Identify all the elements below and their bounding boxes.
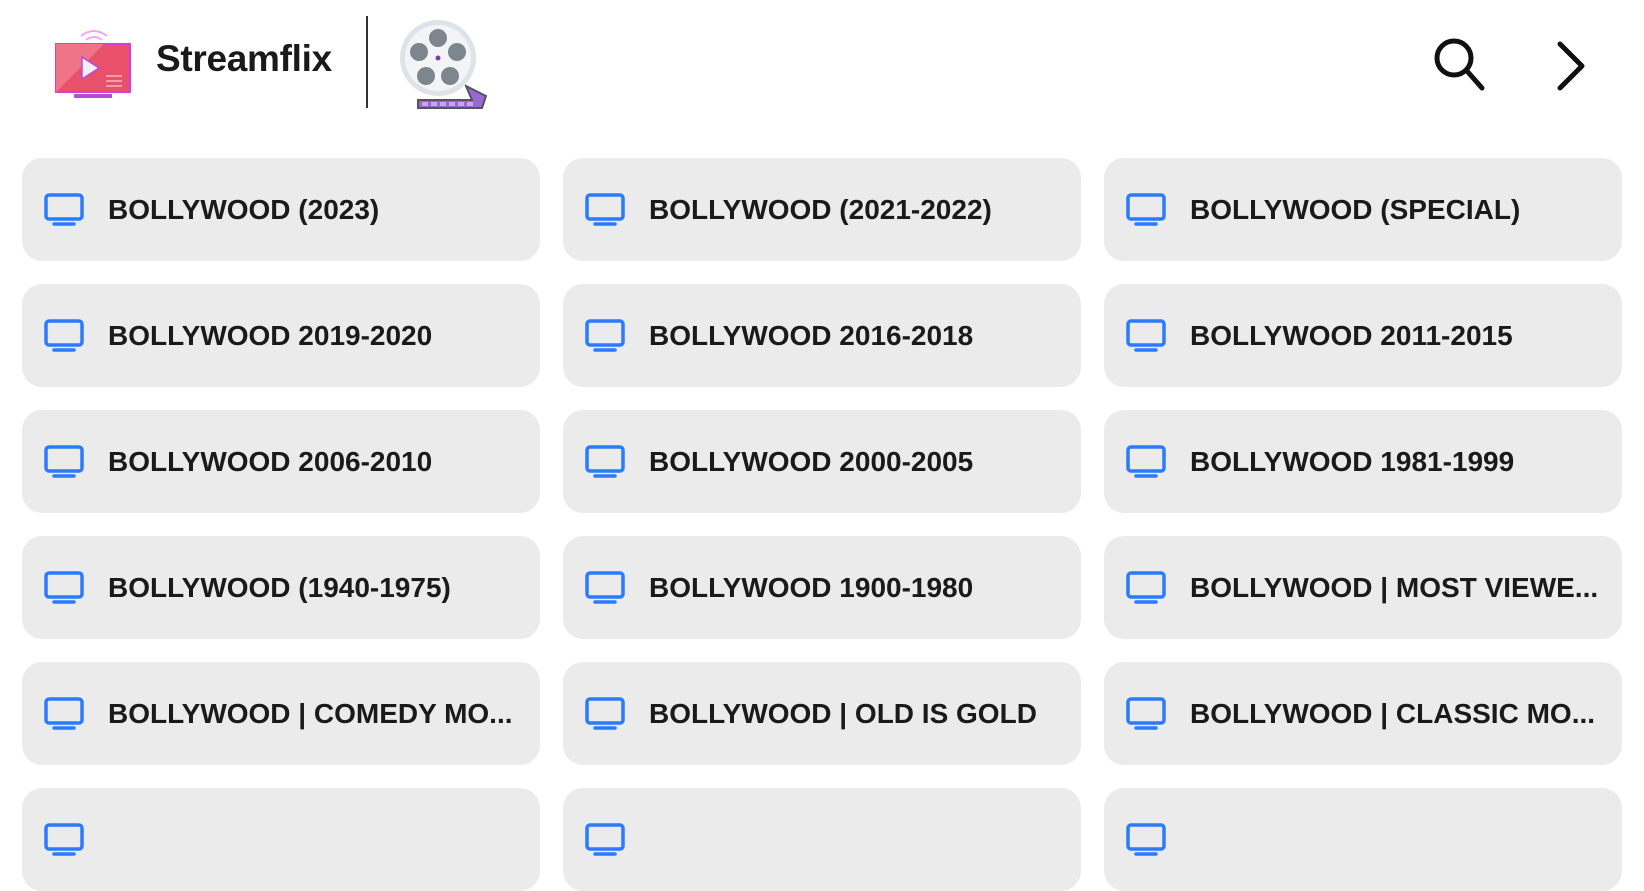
tv-icon [1126, 444, 1166, 478]
category-card[interactable]: BOLLYWOOD 2000-2005 [563, 410, 1081, 513]
tv-icon [585, 192, 625, 226]
category-label: BOLLYWOOD 2006-2010 [108, 445, 433, 477]
category-card[interactable]: BOLLYWOOD | COMEDY MO... [22, 662, 540, 765]
category-card[interactable]: BOLLYWOOD 2011-2015 [1104, 284, 1622, 387]
tv-icon [44, 318, 84, 352]
category-card[interactable]: BOLLYWOOD (2021-2022) [563, 158, 1081, 261]
category-label: BOLLYWOOD | CLASSIC MO... [1190, 697, 1596, 729]
category-label: BOLLYWOOD 2000-2005 [649, 445, 974, 477]
category-card[interactable]: BOLLYWOOD (SPECIAL) [1104, 158, 1622, 261]
category-label: BOLLYWOOD 2019-2020 [108, 319, 433, 351]
tv-icon [1126, 822, 1166, 856]
category-card[interactable]: BOLLYWOOD 2016-2018 [563, 284, 1081, 387]
tv-icon [1126, 570, 1166, 604]
app-header: Streamflix [0, 0, 1644, 130]
app-title: Streamflix [156, 38, 332, 79]
tv-icon [44, 192, 84, 226]
category-label: BOLLYWOOD (1940-1975) [108, 571, 451, 603]
tv-icon [1126, 318, 1166, 352]
film-reel-icon [400, 20, 488, 109]
category-card[interactable]: BOLLYWOOD | OLD IS GOLD [563, 662, 1081, 765]
category-label: BOLLYWOOD 2011-2015 [1190, 319, 1513, 351]
header-divider [366, 16, 368, 108]
tv-icon [44, 696, 84, 730]
tv-play-icon [55, 30, 131, 98]
tv-icon [44, 570, 84, 604]
search-icon[interactable] [1430, 34, 1492, 94]
tv-icon [585, 318, 625, 352]
category-grid: BOLLYWOOD (2023) BOLLYWOOD (2021-2022) BOL… [22, 158, 1622, 891]
category-card[interactable] [22, 788, 540, 891]
category-label: BOLLYWOOD (2023) [108, 193, 380, 225]
tv-icon [585, 444, 625, 478]
category-label: BOLLYWOOD | OLD IS GOLD [649, 697, 1037, 729]
category-card[interactable] [1104, 788, 1622, 891]
tv-icon [44, 444, 84, 478]
category-label: BOLLYWOOD 1981-1999 [1190, 445, 1515, 477]
chevron-right-icon[interactable] [1548, 38, 1592, 92]
category-card[interactable]: BOLLYWOOD | CLASSIC MO... [1104, 662, 1622, 765]
tv-icon [1126, 696, 1166, 730]
category-card[interactable]: BOLLYWOOD 2019-2020 [22, 284, 540, 387]
category-card[interactable] [563, 788, 1081, 891]
tv-icon [585, 570, 625, 604]
category-label: BOLLYWOOD 1900-1980 [649, 571, 974, 603]
category-card[interactable]: BOLLYWOOD 2006-2010 [22, 410, 540, 513]
tv-icon [585, 696, 625, 730]
category-card[interactable]: BOLLYWOOD 1900-1980 [563, 536, 1081, 639]
category-label: BOLLYWOOD 2016-2018 [649, 319, 974, 351]
category-card[interactable]: BOLLYWOOD (2023) [22, 158, 540, 261]
category-label: BOLLYWOOD (SPECIAL) [1190, 193, 1521, 225]
tv-icon [585, 822, 625, 856]
tv-icon [44, 822, 84, 856]
category-card[interactable]: BOLLYWOOD (1940-1975) [22, 536, 540, 639]
category-label: BOLLYWOOD | MOST VIEWE... [1190, 571, 1599, 603]
tv-icon [1126, 192, 1166, 226]
category-label: BOLLYWOOD (2021-2022) [649, 193, 992, 225]
category-card[interactable]: BOLLYWOOD | MOST VIEWE... [1104, 536, 1622, 639]
category-label: BOLLYWOOD | COMEDY MO... [108, 697, 513, 729]
category-card[interactable]: BOLLYWOOD 1981-1999 [1104, 410, 1622, 513]
